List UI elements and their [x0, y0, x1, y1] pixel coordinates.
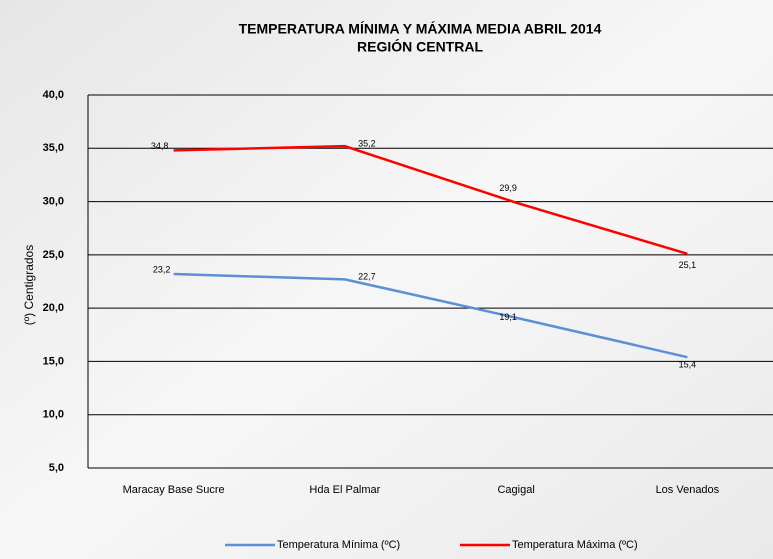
- y-tick-label: 15,0: [43, 355, 64, 367]
- x-tick-label: Maracay Base Sucre: [123, 484, 225, 496]
- y-tick-label: 20,0: [43, 302, 64, 314]
- data-label: 15,4: [679, 360, 697, 370]
- x-tick-label: Los Venados: [656, 484, 720, 496]
- data-label: 19,1: [499, 312, 517, 322]
- y-tick-label: 40,0: [43, 89, 64, 101]
- y-tick-label: 35,0: [43, 142, 64, 154]
- x-tick-label: Cagigal: [497, 484, 534, 496]
- data-label: 29,9: [499, 183, 517, 193]
- y-axis-label: (º) Centigrados: [22, 245, 36, 325]
- data-label: 22,7: [358, 272, 376, 282]
- data-label: 23,2: [153, 264, 171, 274]
- data-label: 35,2: [358, 139, 376, 149]
- data-label: 25,1: [679, 260, 697, 270]
- series-line: [173, 144, 688, 255]
- y-tick-label: 25,0: [43, 249, 64, 261]
- series-line: [173, 272, 688, 359]
- legend-label: Temperatura Máxima (ºC): [512, 539, 638, 551]
- chart-title: TEMPERATURA MÍNIMA Y MÁXIMA MEDIA ABRIL …: [239, 21, 602, 37]
- chart-subtitle: REGIÓN CENTRAL: [357, 38, 483, 55]
- data-label: 34,8: [151, 141, 169, 151]
- x-tick-label: Hda El Palmar: [309, 484, 380, 496]
- y-tick-label: 10,0: [43, 409, 64, 421]
- y-tick-label: 5,0: [49, 462, 64, 474]
- y-tick-label: 30,0: [43, 195, 64, 207]
- legend-label: Temperatura Mínima (ºC): [277, 539, 400, 551]
